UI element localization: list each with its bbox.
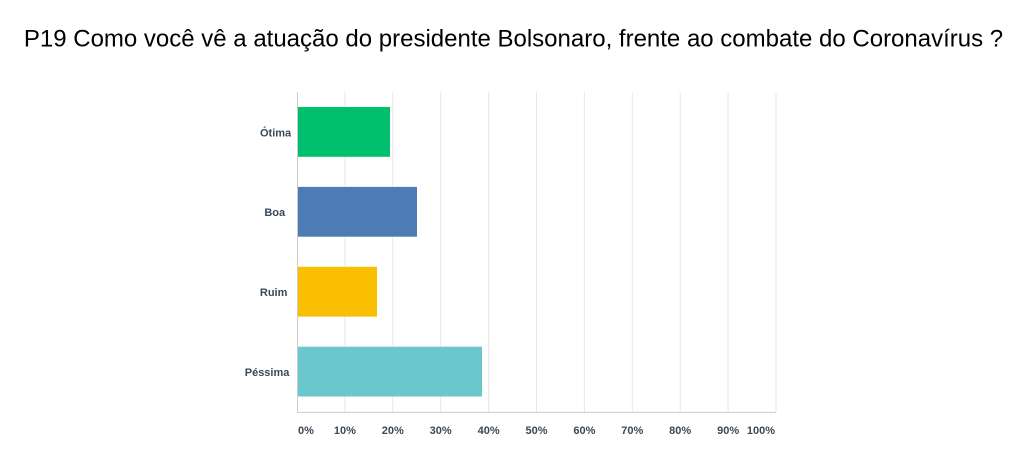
svg-text:60%: 60% bbox=[573, 425, 595, 437]
svg-text:20%: 20% bbox=[382, 425, 404, 437]
svg-text:Péssima: Péssima bbox=[245, 367, 291, 379]
svg-text:80%: 80% bbox=[669, 425, 691, 437]
svg-text:Boa: Boa bbox=[264, 207, 286, 219]
svg-text:50%: 50% bbox=[525, 425, 547, 437]
svg-text:100%: 100% bbox=[747, 425, 775, 437]
svg-text:40%: 40% bbox=[478, 425, 500, 437]
svg-text:70%: 70% bbox=[621, 425, 643, 437]
svg-text:Ótima: Ótima bbox=[260, 126, 292, 139]
svg-text:0%: 0% bbox=[298, 425, 314, 437]
svg-text:10%: 10% bbox=[334, 425, 356, 437]
svg-text:90%: 90% bbox=[717, 425, 739, 437]
svg-text:Ruim: Ruim bbox=[260, 287, 288, 299]
svg-text:P19 Como você vê a atuação do: P19 Como você vê a atuação do presidente… bbox=[24, 26, 1003, 53]
svg-text:30%: 30% bbox=[430, 425, 452, 437]
